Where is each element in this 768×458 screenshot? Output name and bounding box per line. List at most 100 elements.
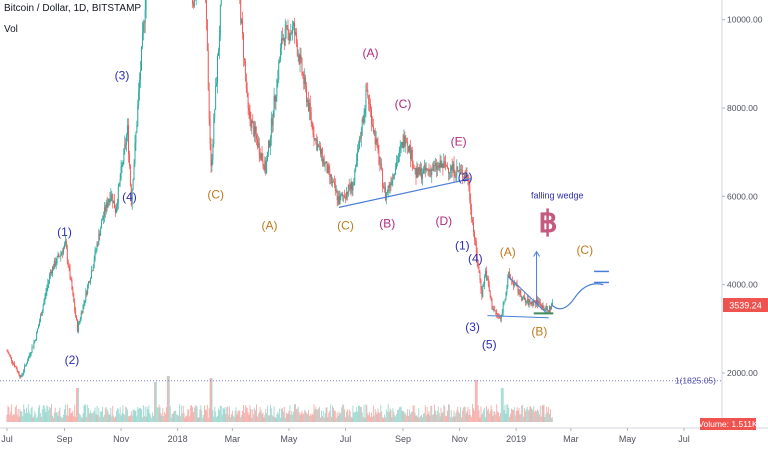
candle-body[interactable] [252, 121, 253, 123]
candle-body[interactable] [407, 142, 408, 146]
candle-body[interactable] [42, 311, 43, 316]
candle-body[interactable] [507, 278, 508, 287]
candle-body[interactable] [194, 0, 195, 6]
candle-body[interactable] [246, 74, 247, 88]
candle-body[interactable] [217, 56, 218, 83]
candle-body[interactable] [322, 149, 323, 163]
candle-body[interactable] [333, 182, 334, 183]
candle-body[interactable] [265, 160, 266, 173]
candle-body[interactable] [418, 167, 419, 175]
candle-body[interactable] [113, 201, 114, 204]
candle-body[interactable] [84, 300, 85, 302]
candle-body[interactable] [119, 183, 120, 186]
candle-body[interactable] [378, 143, 379, 151]
candle-body[interactable] [259, 143, 260, 155]
candle-body[interactable] [25, 365, 26, 366]
candle-body[interactable] [504, 302, 505, 304]
candle-body[interactable] [114, 201, 115, 209]
candle-body[interactable] [391, 184, 392, 185]
candle-body[interactable] [272, 118, 273, 125]
candle-body[interactable] [94, 260, 95, 266]
candle-body[interactable] [438, 165, 439, 166]
candle-body[interactable] [403, 142, 404, 148]
candle-body[interactable] [357, 152, 358, 161]
candle-body[interactable] [109, 199, 110, 201]
candle-body[interactable] [436, 163, 437, 170]
candle-body[interactable] [85, 291, 86, 300]
candle-body[interactable] [362, 119, 363, 135]
candle-body[interactable] [373, 126, 374, 132]
candle-body[interactable] [64, 244, 65, 248]
candle-body[interactable] [90, 278, 91, 282]
candle-body[interactable] [276, 80, 277, 97]
candle-body[interactable] [261, 153, 262, 158]
candle-body[interactable] [213, 118, 214, 145]
candle-body[interactable] [548, 310, 549, 312]
candle-body[interactable] [364, 114, 365, 122]
candle-body[interactable] [271, 118, 272, 137]
candle-body[interactable] [446, 166, 447, 167]
candle-body[interactable] [250, 119, 251, 128]
candle-body[interactable] [61, 252, 62, 253]
candle-body[interactable] [256, 134, 257, 139]
candle-body[interactable] [514, 284, 515, 286]
candle-body[interactable] [274, 96, 275, 118]
candle-body[interactable] [19, 372, 20, 376]
candle-body[interactable] [342, 194, 343, 196]
candle-body[interactable] [24, 366, 25, 371]
candle-body[interactable] [385, 187, 386, 200]
candle-body[interactable] [96, 250, 97, 251]
candle-body[interactable] [449, 172, 450, 173]
candle-body[interactable] [300, 55, 301, 64]
candle-body[interactable] [366, 90, 367, 91]
candle-body[interactable] [435, 163, 436, 166]
candle-body[interactable] [208, 51, 209, 90]
candle-body[interactable] [506, 293, 507, 300]
candle-body[interactable] [292, 26, 293, 33]
candle-body[interactable] [267, 152, 268, 161]
candle-body[interactable] [243, 34, 244, 58]
candle-body[interactable] [146, 0, 147, 10]
candle-body[interactable] [430, 170, 431, 176]
candle-body[interactable] [349, 185, 350, 189]
candle-body[interactable] [386, 193, 387, 200]
candle-body[interactable] [79, 321, 80, 323]
candle-body[interactable] [250, 111, 251, 119]
candle-body[interactable] [325, 163, 326, 165]
candle-body[interactable] [488, 279, 489, 285]
candle-body[interactable] [527, 299, 528, 302]
candle-body[interactable] [76, 316, 77, 320]
candle-body[interactable] [416, 168, 417, 177]
candle-body[interactable] [59, 256, 60, 257]
candle-body[interactable] [445, 162, 446, 167]
candle-body[interactable] [428, 169, 429, 170]
candle-body[interactable] [52, 267, 53, 274]
candle-body[interactable] [455, 175, 456, 176]
candle-body[interactable] [330, 175, 331, 177]
candle-body[interactable] [302, 73, 303, 75]
candle-body[interactable] [380, 164, 381, 165]
candle-body[interactable] [447, 166, 448, 167]
candle-body[interactable] [365, 110, 366, 114]
candle-body[interactable] [375, 131, 376, 145]
candle-body[interactable] [260, 155, 261, 159]
candle-body[interactable] [39, 321, 40, 325]
candle-body[interactable] [58, 255, 59, 257]
candle-body[interactable] [450, 171, 451, 172]
candle-body[interactable] [327, 162, 328, 173]
candle-body[interactable] [134, 163, 135, 179]
candle-body[interactable] [13, 363, 14, 364]
candle-body[interactable] [399, 150, 400, 158]
candle-body[interactable] [520, 290, 521, 296]
candle-body[interactable] [501, 315, 502, 319]
candle-body[interactable] [393, 174, 394, 175]
candle-body[interactable] [125, 144, 126, 145]
candle-body[interactable] [410, 145, 411, 159]
candle-body[interactable] [117, 203, 118, 206]
candle-body[interactable] [543, 305, 544, 309]
candle-body[interactable] [370, 104, 371, 109]
candle-body[interactable] [406, 142, 407, 143]
candle-body[interactable] [297, 43, 298, 55]
candle-body[interactable] [73, 294, 74, 302]
candle-body[interactable] [247, 88, 248, 92]
